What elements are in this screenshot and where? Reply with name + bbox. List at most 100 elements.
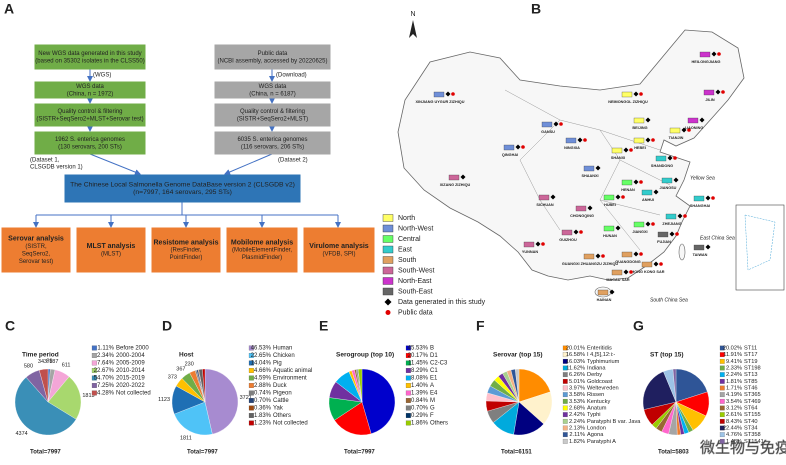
flow-box [76, 227, 146, 273]
legend-label: Before 2000 [116, 346, 149, 352]
legend-value: 4.76% [726, 432, 742, 438]
region-marker [575, 205, 587, 212]
legend-label: North-East [398, 278, 432, 285]
province-label: GUANGDONG [615, 260, 641, 264]
study-marker [669, 231, 675, 237]
legend-swatch [562, 352, 568, 358]
legend-label: Agona [587, 432, 604, 438]
legend-swatch [562, 378, 568, 384]
legend-value: 4.19% [726, 392, 742, 398]
region-marker [633, 117, 645, 124]
pie-total: Total=5803 [658, 450, 689, 456]
region-marker [561, 229, 573, 236]
legend-swatch [562, 385, 568, 391]
legend-label: ST365 [744, 392, 761, 398]
legend-label: G [430, 406, 435, 412]
flow-arrows [33, 69, 341, 228]
flow-text: MLST analysis [87, 243, 136, 250]
study-marker [699, 117, 705, 123]
public-marker [675, 232, 679, 236]
legend-label: North-West [398, 225, 433, 232]
province-label: TIANJIN [669, 136, 684, 140]
study-marker [595, 165, 601, 171]
province-label: SHANXI [611, 156, 625, 160]
flow-box [1, 227, 71, 273]
province-label: TAIWAN [693, 253, 708, 257]
legend-swatch [719, 358, 725, 364]
flow-text: (China, n = 6187) [249, 91, 296, 97]
panel-label: A [4, 1, 14, 17]
legend-value: 1.71% [726, 386, 742, 392]
slice-count: 89 [46, 358, 52, 364]
province-label: YUNNAN [522, 250, 539, 254]
legend-value: 3.53% [569, 399, 585, 405]
flow-text: (116 serovars, 206 STs) [241, 144, 304, 150]
study-marker [677, 213, 683, 219]
flow-text: (n=7997, 164 serovars, 295 STs) [133, 189, 232, 196]
pie-slice [642, 371, 677, 410]
legend-value: 0.70% [254, 398, 272, 404]
province-label: HEBEI [634, 146, 646, 150]
study-marker [609, 289, 615, 295]
legend-label: Environment [273, 376, 307, 382]
legend-label: 2020-2022 [116, 383, 145, 389]
study-marker [577, 137, 583, 143]
flow-note: (Dataset 1, [30, 158, 60, 164]
flow-box [303, 227, 375, 273]
flow-note: (Dataset 2) [278, 158, 308, 164]
pie-slice [204, 368, 239, 435]
legend-label: ST19 [744, 359, 758, 365]
province-label: HUNAN [603, 234, 617, 238]
study-marker [623, 269, 629, 275]
flow-box [34, 103, 146, 127]
legend-label: Pigeon [273, 391, 292, 397]
legend-label: Paratyphi B var. Java [587, 419, 641, 425]
province-label: NEIMONGOL ZIZHIQU [608, 100, 648, 104]
flow-note: (Download) [276, 73, 307, 79]
legend-swatch [405, 398, 411, 404]
region-marker [641, 189, 653, 196]
legend-swatch [91, 383, 97, 389]
public-marker [659, 262, 663, 266]
legend-value: 46.53% [251, 346, 272, 352]
region-marker [603, 225, 615, 232]
legend-value: 2.61% [726, 412, 742, 418]
legend-label: ST17 [744, 352, 758, 358]
slice-count: 580 [24, 363, 33, 369]
province-label: ZHEJIANG [662, 222, 681, 226]
panel-label: F [476, 318, 485, 334]
legend-value: 0.84% [411, 398, 429, 404]
pie-slice [675, 368, 708, 403]
legend-value: 3.12% [726, 406, 742, 412]
study-marker [595, 253, 601, 259]
legend-value: 4.66% [254, 368, 272, 374]
public-marker [651, 138, 655, 142]
legend-swatch [719, 352, 725, 358]
province-label: FUJIAN [657, 240, 671, 244]
legend-swatch [248, 368, 254, 374]
legend-swatch [562, 372, 568, 378]
legend-value: 1.48% [726, 439, 742, 445]
legend-swatch [382, 235, 394, 243]
province-label: XINJIANG UYGUR ZIZHIQU [416, 100, 465, 104]
legend-label: Cattle [273, 398, 289, 404]
legend-value: 8.43% [726, 419, 742, 425]
pie-total: Total=7997 [30, 450, 61, 456]
public-marker [683, 214, 687, 218]
study-marker [715, 89, 721, 95]
legend-label: Rissen [587, 392, 604, 398]
legend-label: Anatum [587, 406, 607, 412]
flow-box [214, 131, 331, 155]
legend-label: ST1541 [744, 439, 764, 445]
study-marker [673, 177, 679, 183]
pie-slice [357, 368, 363, 403]
legend-label: Typhimurium [587, 359, 620, 365]
legend-swatch [562, 392, 568, 398]
region-marker [448, 174, 460, 181]
pie-title: Time period [22, 352, 59, 359]
pie-slice [39, 368, 49, 403]
legend-swatch [382, 224, 394, 233]
legend-swatch [248, 353, 254, 359]
province-label: GUIZHOU [559, 238, 577, 242]
legend-label: Goldcoast [587, 379, 613, 385]
